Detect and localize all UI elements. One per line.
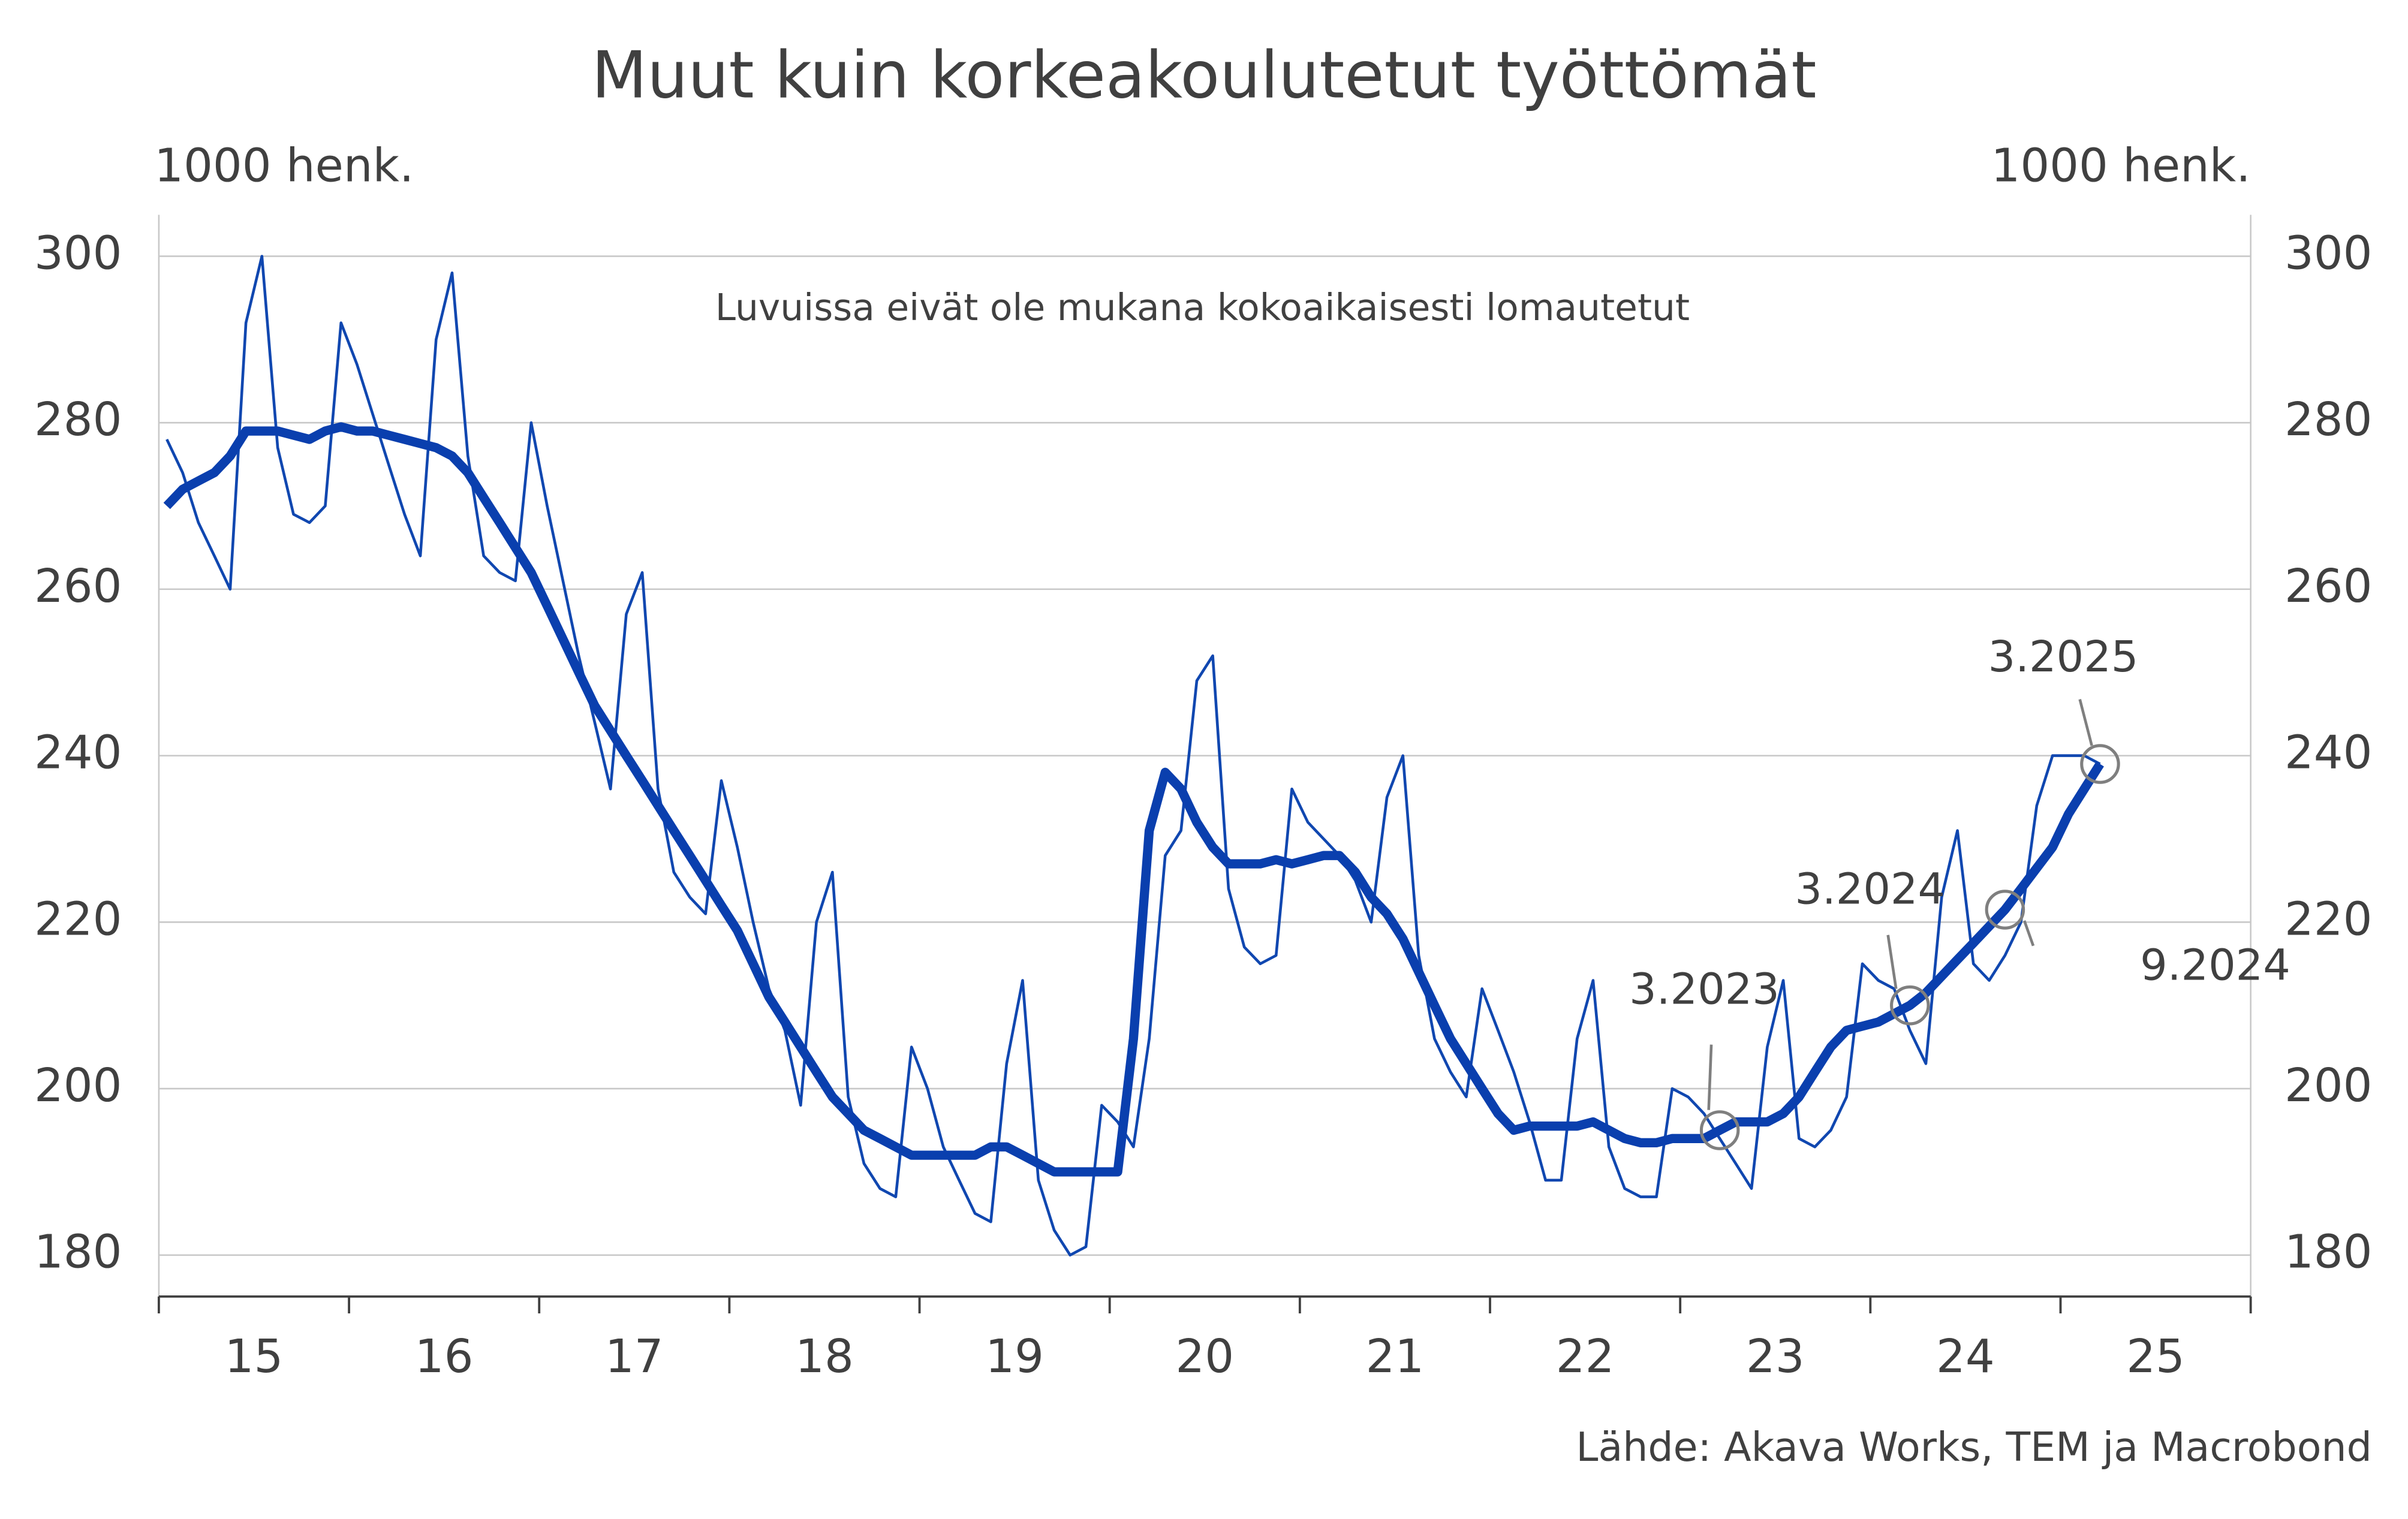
annotation-leader <box>2078 698 2093 746</box>
x-tick-label: 18 <box>795 1330 854 1384</box>
y-tick-label: 280 <box>34 393 122 447</box>
y2-axis-label: 1000 henk. <box>1991 140 2250 193</box>
y2-tick-label: 300 <box>2284 227 2373 280</box>
x-tick-label: 17 <box>605 1330 664 1384</box>
annotation-leader <box>1886 935 1898 989</box>
x-tick-label: 20 <box>1175 1330 1234 1384</box>
x-tick-label: 15 <box>225 1330 284 1384</box>
y2-tick-label: 220 <box>2284 893 2373 946</box>
y2-tick-label: 240 <box>2284 727 2373 780</box>
source: Lähde: Akava Works, TEM ja Macrobond <box>1576 1424 2371 1470</box>
x-tick-label: 19 <box>985 1330 1044 1384</box>
y-tick-label: 240 <box>34 727 122 780</box>
x-tick-label: 21 <box>1366 1330 1425 1384</box>
y2-tick-label: 260 <box>2284 560 2373 613</box>
y2-tick-label: 280 <box>2284 393 2373 447</box>
annotation-label: 3.2025 <box>1988 631 2139 682</box>
y-axis-label: 1000 henk. <box>154 140 414 193</box>
chart-title: Muut kuin korkeakoulutetut työttömät <box>592 38 1817 113</box>
annotation-leader <box>1707 1044 1713 1110</box>
note: Luvuissa eivät ole mukana kokoaikaisesti… <box>715 287 1690 329</box>
annotation-circle <box>2080 744 2120 784</box>
y-tick-label: 300 <box>34 227 122 280</box>
y-tick-label: 220 <box>34 893 122 946</box>
y2-tick-label: 200 <box>2284 1059 2373 1113</box>
x-tick-label: 25 <box>2126 1330 2185 1384</box>
series-line <box>163 422 2104 1177</box>
x-tick-label: 16 <box>415 1330 474 1384</box>
annotation-circle <box>1985 890 2025 930</box>
annotation-label: 3.2024 <box>1795 863 1945 914</box>
x-tick-label: 24 <box>1936 1330 1995 1384</box>
x-tick-label: 22 <box>1556 1330 1615 1384</box>
annotation-leader <box>2022 920 2035 947</box>
annotation-label: 3.2023 <box>1629 964 1780 1014</box>
y-tick-label: 180 <box>34 1226 122 1279</box>
y-tick-label: 260 <box>34 560 122 613</box>
series-line <box>165 255 2101 1257</box>
y-tick-label: 200 <box>34 1059 122 1113</box>
annotation-circle <box>1890 985 1930 1026</box>
annotation-circle <box>1699 1110 1740 1150</box>
x-tick-label: 23 <box>1746 1330 1805 1384</box>
annotation-label: 9.2024 <box>2140 939 2290 990</box>
y2-tick-label: 180 <box>2284 1226 2373 1279</box>
